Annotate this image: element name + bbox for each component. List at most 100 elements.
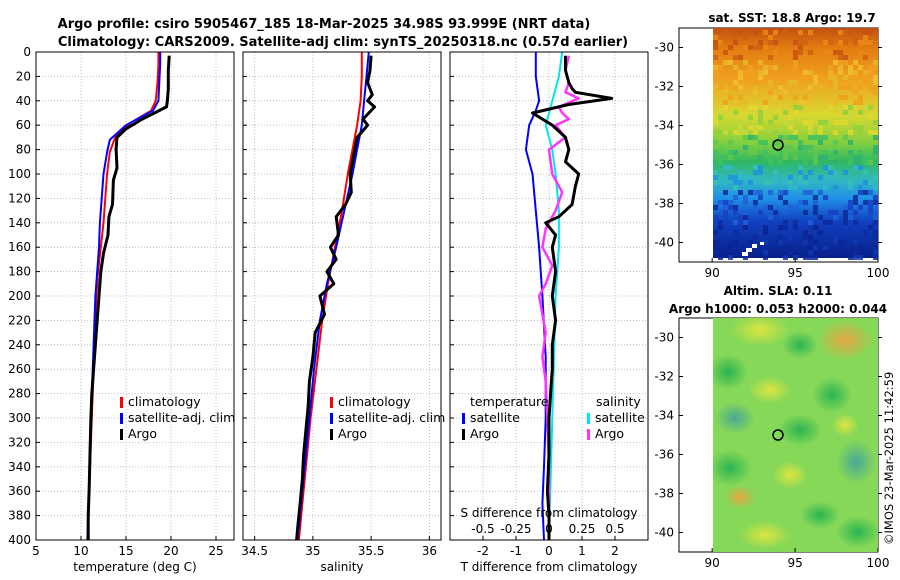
sst-pixel: [808, 135, 813, 140]
map-x-tick-label: 95: [787, 266, 802, 280]
sst-pixel: [833, 235, 838, 240]
sst-pixel: [748, 135, 753, 140]
sst-pixel: [803, 150, 808, 155]
sst-pixel: [838, 60, 843, 65]
sst-pixel: [793, 95, 798, 100]
sst-pixel: [768, 90, 773, 95]
sst-pixel: [853, 250, 858, 255]
sst-pixel: [743, 210, 748, 215]
x-tick-label: -2: [477, 544, 489, 558]
sst-pixel: [783, 135, 788, 140]
x-top-tick-label: -0.25: [500, 522, 531, 536]
sst-land-mask: [742, 242, 764, 256]
sst-pixel: [778, 225, 783, 230]
sst-pixel: [863, 220, 868, 225]
sst-pixel: [758, 75, 763, 80]
sst-pixel: [738, 225, 743, 230]
sla-map-axes: 90 95 100 -30 -32 -34 -36 -38 -40: [654, 331, 889, 571]
sst-pixel: [778, 80, 783, 85]
sst-pixel: [778, 135, 783, 140]
sst-pixel: [748, 245, 753, 250]
sst-pixel: [848, 85, 853, 90]
sst-pixel: [773, 170, 778, 175]
temperature-legend: climatology satellite-adj. clim Argo: [120, 394, 235, 441]
sst-pixel: [778, 95, 783, 100]
sst-pixel: [768, 180, 773, 185]
sst-pixel: [833, 150, 838, 155]
map-x-tick-label: 100: [867, 556, 890, 570]
sst-pixel: [758, 190, 763, 195]
sst-pixel: [783, 225, 788, 230]
sst-pixel: [813, 135, 818, 140]
sst-pixel: [788, 80, 793, 85]
sst-pixel: [778, 85, 783, 90]
map-x-tick-label: 90: [705, 556, 720, 570]
sst-pixel: [753, 150, 758, 155]
sst-pixel: [763, 110, 768, 115]
sst-pixel: [763, 150, 768, 155]
sst-pixel: [843, 120, 848, 125]
sst-pixel: [813, 160, 818, 165]
sst-pixel: [783, 230, 788, 235]
legend-swatch-argo: [120, 429, 123, 440]
sst-pixel: [808, 225, 813, 230]
sst-pixel: [763, 225, 768, 230]
sst-pixel: [748, 105, 753, 110]
sst-pixel: [808, 250, 813, 255]
x-top-tick-label: -0.5: [471, 522, 494, 536]
sst-pixel: [873, 235, 878, 240]
map-y-tick-label: -36: [654, 448, 674, 462]
sst-pixel: [753, 85, 758, 90]
sst-pixel: [728, 245, 733, 250]
sst-pixel: [833, 75, 838, 80]
sst-pixel: [828, 155, 833, 160]
sst-pixel: [743, 130, 748, 135]
sst-pixel: [733, 220, 738, 225]
plot-frame: [35, 51, 235, 541]
sst-pixel: [808, 255, 813, 260]
sst-pixel: [863, 155, 868, 160]
sst-pixel: [803, 175, 808, 180]
sst-pixel: [713, 40, 718, 45]
sst-pixel: [783, 155, 788, 160]
sst-pixel: [843, 110, 848, 115]
sst-pixel: [783, 255, 788, 260]
difference-legend: temperature salinity satellite Argo sate…: [462, 394, 645, 441]
sst-pixel: [733, 205, 738, 210]
sst-pixel: [713, 230, 718, 235]
sst-pixel: [823, 120, 828, 125]
sst-pixel: [833, 50, 838, 55]
sst-pixel: [808, 120, 813, 125]
sst-pixel: [838, 95, 843, 100]
sst-pixel: [773, 250, 778, 255]
sst-pixel: [723, 200, 728, 205]
sst-pixel: [763, 250, 768, 255]
sst-pixel: [803, 95, 808, 100]
sst-pixel: [743, 100, 748, 105]
x-tick-label: 0: [545, 544, 553, 558]
sst-pixel: [848, 65, 853, 70]
sla-map: 90 95 100 -30 -32 -34 -36 -38 -40: [654, 314, 889, 570]
sst-pixel: [773, 230, 778, 235]
sst-pixel: [718, 130, 723, 135]
sst-pixel: [858, 95, 863, 100]
sst-pixel: [793, 135, 798, 140]
difference-xlabel-top: S difference from climatology: [461, 506, 638, 520]
sst-pixel: [863, 105, 868, 110]
imos-watermark: ©IMOS 23-Mar-2025 11:42:59: [882, 372, 896, 545]
temperature-panel: 5 10 15 20 25: [32, 51, 235, 558]
sst-pixel: [818, 135, 823, 140]
series-line-t-argo: [531, 55, 614, 540]
sst-pixel: [838, 85, 843, 90]
sst-pixel: [818, 130, 823, 135]
legend-swatch-s-satellite: [587, 413, 590, 424]
sst-pixel: [853, 200, 858, 205]
legend-label-climatology: climatology: [338, 394, 411, 409]
sst-pixel: [873, 230, 878, 235]
sst-pixel: [758, 70, 763, 75]
sst-pixel: [843, 220, 848, 225]
sst-pixel: [713, 130, 718, 135]
sst-pixel: [713, 220, 718, 225]
sst-pixel: [798, 40, 803, 45]
sst-pixel: [743, 255, 748, 260]
